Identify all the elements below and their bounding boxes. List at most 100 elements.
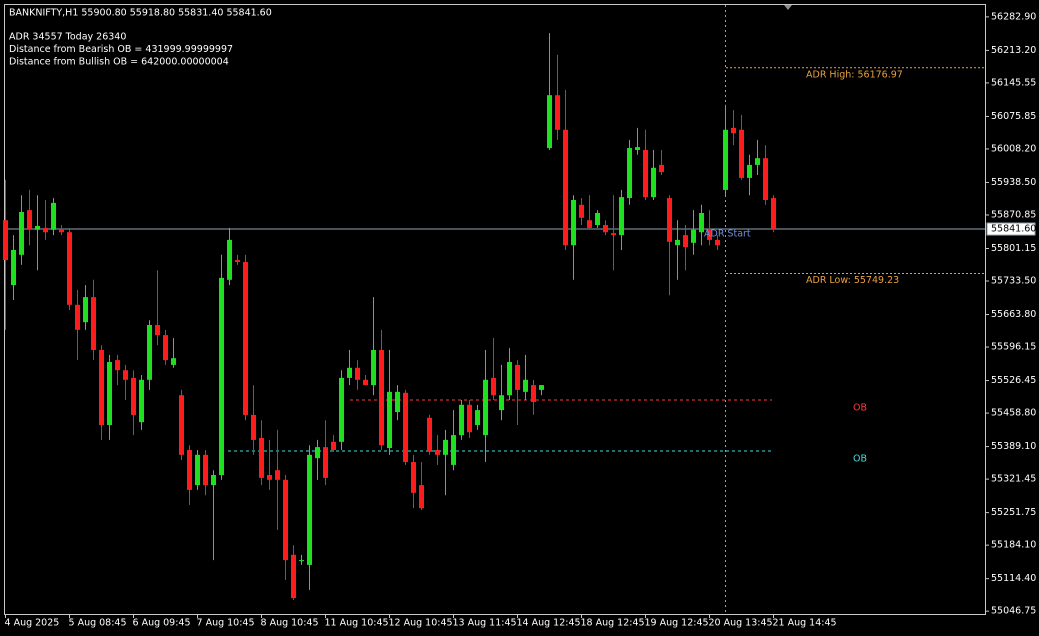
y-tick-label: 55184.10 [991,540,1036,551]
candle-body [739,129,744,178]
candle-body [99,350,104,426]
candle-body [187,450,192,490]
candle-body [427,417,432,452]
x-tick-label: 8 Aug 10:45 [261,618,319,629]
candle-body [587,220,592,228]
y-tick-label: 56008.20 [991,143,1036,154]
candle-body [619,197,624,236]
last-price-label: 55841.60 [991,224,1036,235]
y-tick-label: 55870.85 [991,209,1036,220]
candle-body [203,454,208,486]
candle-body [563,129,568,246]
candle-body [27,210,32,230]
candle-body [763,158,768,201]
x-tick-label: 5 Aug 08:45 [69,618,127,629]
info-line: Distance from Bearish OB = 431999.999999… [9,44,233,55]
x-tick-label: 19 Aug 12:45 [645,618,709,629]
candle-body [19,212,24,255]
candle-body [131,377,136,415]
candle-body [443,439,448,455]
y-tick-label: 55458.80 [991,408,1036,419]
x-tick-label: 20 Aug 13:45 [709,618,773,629]
candle-body [123,370,128,380]
x-tick-label: 18 Aug 12:45 [581,618,645,629]
x-tick-label: 21 Aug 14:45 [773,618,837,629]
candle-body [163,335,168,361]
candle-body [403,392,408,463]
candle-body [91,297,96,351]
candle-body [459,404,464,436]
y-tick-label: 55526.45 [991,375,1036,386]
candle-body [451,435,456,465]
candle-body [3,220,8,261]
candle-body [675,239,680,246]
candle-body [43,227,48,233]
x-tick-label: 7 Aug 10:45 [197,618,255,629]
candle-body [507,362,512,396]
y-tick-label: 55389.10 [991,441,1036,452]
candle-body [547,95,552,149]
candle-body [147,325,152,380]
candle-body [347,367,352,378]
candle-body [331,441,336,451]
candle-body [771,198,776,230]
candle-body [387,391,392,449]
candle-body [371,350,376,386]
candle-body [323,447,328,478]
candle-body [643,150,648,198]
y-tick-label: 55046.75 [991,606,1036,617]
x-tick-label: 13 Aug 11:45 [453,618,517,629]
candle-body [603,225,608,233]
candle-body [35,225,40,230]
candle-body [491,377,496,396]
candle-body [291,554,296,599]
shift-marker [784,5,792,10]
candle-body [699,212,704,233]
y-tick-label: 55663.80 [991,309,1036,320]
candle-body [395,391,400,413]
candle-body [435,450,440,455]
x-tick-label: 14 Aug 12:45 [517,618,581,629]
candle-body [315,447,320,459]
candle-body [651,167,656,198]
candle-body [51,202,56,230]
candle-body [283,479,288,561]
candle-body [419,485,424,509]
candle-body [659,164,664,173]
x-tick-label: 6 Aug 09:45 [133,618,191,629]
adr-level-label: ADR Low: 55749.23 [806,275,899,286]
y-tick-label: 55733.50 [991,276,1036,287]
candle-body [755,158,760,165]
candle-body [107,362,112,426]
candle-body [115,360,120,371]
candle-body [555,95,560,130]
y-tick-label: 55251.75 [991,507,1036,518]
adr-level-label: ADR High: 56176.97 [806,69,903,80]
candle-body [667,198,672,242]
candle-body [259,437,264,478]
candle-body [635,147,640,151]
candle-body [715,239,720,246]
candle-body [139,379,144,423]
candle-body [467,404,472,433]
candle-body [691,229,696,243]
candle-body [539,385,544,390]
candle-body [219,277,224,476]
candle-body [275,470,280,480]
candle-body [59,229,64,233]
candle-body [723,129,728,190]
candle-body [75,304,80,330]
candle-body [11,250,16,286]
candle-body [339,377,344,442]
ob-label: OB [853,453,867,464]
candle-body [195,454,200,486]
candle-body [579,204,584,218]
y-tick-label: 55801.15 [991,243,1036,254]
last-price-box [986,222,1036,236]
candle-body [83,297,88,323]
y-tick-label: 56075.85 [991,111,1036,122]
candle-body [179,395,184,455]
candle-body [595,212,600,226]
